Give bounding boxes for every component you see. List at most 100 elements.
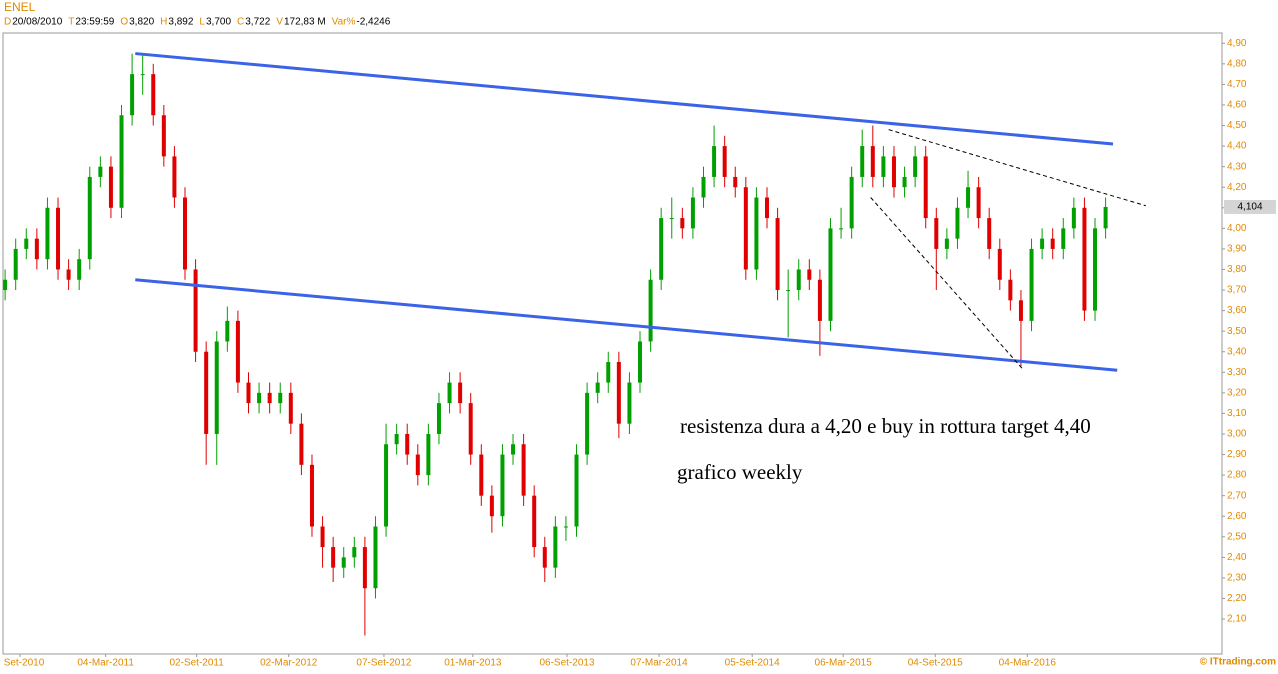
x-tick-label: 02-Set-2011	[169, 658, 224, 669]
candle-body	[574, 454, 579, 527]
y-tick-label: 2,70	[1227, 490, 1247, 501]
candle-body	[595, 382, 600, 393]
y-tick-label: 3,10	[1227, 408, 1247, 419]
candle-body	[405, 433, 410, 455]
x-tick-label: 07-Mar-2014	[630, 658, 688, 669]
x-tick-label: 05-Set-2014	[725, 658, 780, 669]
candle-body	[659, 218, 664, 280]
x-tick-label: Set-2010	[4, 658, 45, 669]
candle-body	[288, 392, 293, 424]
y-tick-label: 2,10	[1227, 614, 1247, 625]
candle-body	[24, 238, 29, 249]
candle-body	[193, 269, 198, 352]
candle-body	[1103, 206, 1108, 229]
candle-body	[309, 464, 314, 527]
candle-body	[934, 218, 939, 249]
candle-body	[542, 547, 547, 568]
candle-body	[786, 290, 791, 292]
candle-body	[436, 403, 441, 434]
y-tick-label: 2,30	[1227, 573, 1247, 584]
candle-body	[3, 279, 8, 291]
y-tick-label: 3,90	[1227, 244, 1247, 255]
header-value: 3,892	[168, 17, 193, 28]
candle-body	[489, 495, 494, 517]
candle-body	[77, 259, 82, 280]
candle-body	[987, 218, 992, 249]
y-tick-label: 4,30	[1227, 161, 1247, 172]
x-tick-label: 01-Mar-2013	[444, 658, 502, 669]
candle-body	[839, 228, 844, 230]
candle-body	[415, 454, 420, 476]
candle-body	[225, 320, 230, 342]
candle-body	[87, 176, 92, 260]
candle-body	[204, 351, 209, 434]
annotation: grafico weekly	[677, 460, 803, 484]
candle-body	[680, 218, 685, 229]
candle-body	[257, 392, 262, 404]
candle-body	[1071, 207, 1076, 229]
candle-body	[479, 454, 484, 496]
trendline	[135, 278, 1118, 372]
candle-body	[1029, 248, 1034, 321]
candle-body	[923, 156, 928, 219]
candle-body	[45, 207, 50, 260]
header-value: 3,820	[129, 17, 154, 28]
y-tick-label: 2,60	[1227, 511, 1247, 522]
candle-body	[34, 238, 39, 260]
candle-body	[140, 74, 145, 76]
candle-body	[669, 218, 674, 220]
y-tick-label: 4,00	[1227, 223, 1247, 234]
candle-body	[98, 166, 103, 177]
candle-body	[235, 320, 240, 383]
y-tick-label: 3,30	[1227, 367, 1247, 378]
candle-body	[754, 197, 759, 270]
candle-body	[955, 207, 960, 239]
y-tick-label: 2,50	[1227, 531, 1247, 542]
candle-body	[627, 382, 632, 424]
candle-body	[331, 547, 336, 568]
header-key: C	[237, 17, 244, 28]
candle-body	[183, 197, 188, 270]
candle-body	[521, 444, 526, 496]
candle-body	[881, 156, 886, 177]
header-value: 3,722	[245, 17, 270, 28]
candle-body	[891, 156, 896, 188]
last-price-label: 4,104	[1237, 202, 1262, 213]
candle-body	[458, 382, 463, 404]
candle-body	[775, 218, 780, 291]
candle-body	[870, 146, 875, 177]
candle-body	[1093, 228, 1098, 311]
y-tick-label: 4,80	[1227, 58, 1247, 69]
header-value: 20/08/2010	[12, 17, 62, 28]
candle-body	[13, 248, 18, 280]
candle-body	[764, 197, 769, 219]
candle-body	[817, 279, 822, 321]
candle-body	[532, 495, 537, 548]
candle-body	[796, 269, 801, 291]
candle-body	[66, 269, 71, 280]
candle-body	[56, 207, 61, 270]
footer: © ITtrading.com	[1200, 657, 1276, 668]
x-tick-label: 04-Set-2015	[908, 658, 963, 669]
candle-body	[500, 454, 505, 517]
candle-body	[902, 176, 907, 188]
candle-body	[690, 197, 695, 229]
candle-body	[1040, 238, 1045, 249]
trendline	[888, 129, 1146, 207]
candle-body	[913, 156, 918, 177]
candle-body	[299, 423, 304, 465]
x-tick-label: 07-Set-2012	[356, 658, 411, 669]
x-tick-label: 04-Mar-2011	[77, 658, 134, 669]
candle-body	[394, 433, 399, 445]
candle-body	[1061, 228, 1066, 249]
header-value: 172,83 M	[284, 17, 326, 28]
candle-body	[648, 279, 653, 342]
candle-body	[563, 526, 568, 528]
candle-body	[722, 146, 727, 177]
header-key: H	[160, 17, 167, 28]
candle-body	[447, 382, 452, 404]
candle-body	[161, 115, 166, 157]
candle-body	[743, 187, 748, 270]
candle-body	[585, 392, 590, 455]
